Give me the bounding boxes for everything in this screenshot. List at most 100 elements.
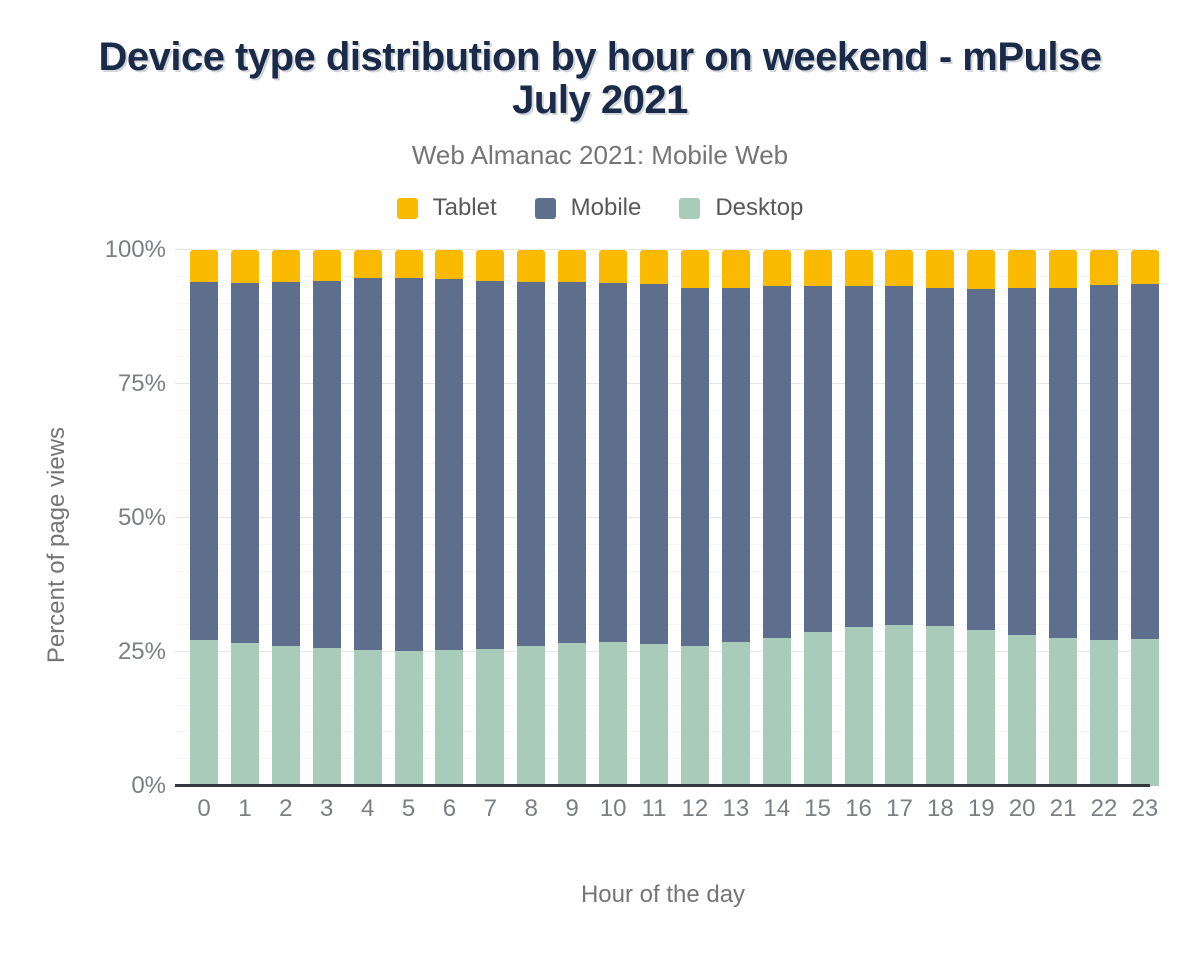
bar-segment-desktop-hour-13[interactable] — [721, 641, 750, 786]
bar-segment-desktop-hour-2[interactable] — [271, 645, 300, 786]
chart-title: Device type distribution by hour on week… — [98, 35, 1102, 123]
x-tick-label-7: 7 — [483, 795, 498, 822]
bar-segment-tablet-hour-8[interactable] — [517, 250, 546, 282]
bar-segment-tablet-hour-16[interactable] — [844, 250, 873, 286]
x-tick-label-21: 21 — [1049, 795, 1077, 822]
bar-segment-desktop-hour-20[interactable] — [1008, 635, 1037, 786]
bar-segment-tablet-hour-11[interactable] — [640, 250, 668, 285]
bar-hour-4 — [353, 250, 382, 786]
bar-segment-mobile-hour-1[interactable] — [230, 283, 259, 643]
y-axis-title: Percent of page views — [43, 426, 70, 664]
bar-segment-tablet-hour-13[interactable] — [721, 250, 750, 288]
bar-segment-tablet-hour-21[interactable] — [1049, 250, 1078, 288]
bar-segment-tablet-hour-5[interactable] — [394, 250, 423, 278]
bar-segment-tablet-hour-1[interactable] — [230, 250, 259, 284]
bar-segment-mobile-hour-13[interactable] — [721, 287, 750, 642]
bar-segment-tablet-hour-7[interactable] — [476, 250, 505, 282]
bar-segment-desktop-hour-4[interactable] — [353, 650, 382, 786]
bar-segment-mobile-hour-12[interactable] — [680, 287, 709, 646]
bar-segment-tablet-hour-18[interactable] — [926, 250, 955, 288]
y-tick-label-25: 25% — [117, 638, 166, 665]
bar-segment-desktop-hour-23[interactable] — [1130, 638, 1159, 786]
bar-segment-mobile-hour-9[interactable] — [558, 282, 587, 643]
y-tick-label-75: 75% — [117, 370, 166, 397]
x-tick-label-6: 6 — [442, 795, 457, 822]
legend-item-desktop[interactable]: Desktop — [679, 194, 803, 222]
x-tick-label-4: 4 — [360, 795, 375, 822]
bar-segment-tablet-hour-14[interactable] — [762, 250, 791, 287]
bar-segment-mobile-hour-23[interactable] — [1130, 283, 1159, 639]
bar-segment-desktop-hour-19[interactable] — [967, 630, 996, 786]
bar-segment-mobile-hour-17[interactable] — [885, 286, 914, 626]
bar-segment-mobile-hour-10[interactable] — [599, 283, 628, 642]
bar-segment-desktop-hour-3[interactable] — [312, 648, 341, 786]
x-tick-label-3: 3 — [320, 795, 334, 822]
bar-hour-8 — [517, 250, 546, 786]
bar-segment-tablet-hour-12[interactable] — [680, 250, 709, 288]
bar-hour-20 — [1008, 250, 1037, 786]
bar-segment-mobile-hour-2[interactable] — [271, 282, 300, 646]
bar-segment-mobile-hour-20[interactable] — [1008, 288, 1037, 636]
bar-segment-mobile-hour-6[interactable] — [435, 279, 464, 651]
bar-segment-desktop-hour-22[interactable] — [1090, 639, 1119, 786]
mobile-swatch-icon — [534, 197, 556, 219]
bar-segment-desktop-hour-11[interactable] — [640, 643, 668, 786]
bar-segment-mobile-hour-8[interactable] — [517, 281, 546, 647]
bar-hour-15 — [803, 250, 832, 786]
bar-segment-desktop-hour-0[interactable] — [190, 639, 218, 786]
bar-segment-desktop-hour-5[interactable] — [394, 651, 423, 786]
bar-segment-desktop-hour-15[interactable] — [803, 632, 832, 786]
bar-segment-desktop-hour-21[interactable] — [1049, 637, 1078, 786]
bar-segment-tablet-hour-23[interactable] — [1130, 250, 1159, 284]
bar-segment-mobile-hour-19[interactable] — [967, 288, 996, 630]
bar-segment-desktop-hour-17[interactable] — [885, 625, 914, 786]
bar-segment-tablet-hour-3[interactable] — [312, 250, 341, 281]
bar-segment-mobile-hour-14[interactable] — [762, 286, 791, 639]
x-tick-label-8: 8 — [524, 795, 538, 822]
bar-segment-tablet-hour-9[interactable] — [558, 250, 587, 283]
bar-segment-mobile-hour-15[interactable] — [803, 285, 832, 633]
bar-segment-mobile-hour-11[interactable] — [640, 284, 668, 644]
bar-segment-tablet-hour-2[interactable] — [271, 250, 300, 283]
bar-segment-mobile-hour-16[interactable] — [844, 285, 873, 627]
bar-segment-mobile-hour-7[interactable] — [476, 281, 505, 649]
bar-segment-desktop-hour-6[interactable] — [435, 650, 464, 786]
bar-segment-desktop-hour-16[interactable] — [844, 626, 873, 786]
bar-segment-mobile-hour-5[interactable] — [394, 277, 423, 652]
legend-item-mobile[interactable]: Mobile — [534, 194, 641, 222]
x-tick-label-20: 20 — [1008, 795, 1036, 822]
bar-hour-17 — [885, 250, 914, 786]
legend-item-tablet[interactable]: Tablet — [396, 194, 497, 222]
bar-segment-tablet-hour-0[interactable] — [190, 250, 218, 282]
bar-segment-mobile-hour-3[interactable] — [312, 280, 341, 649]
bar-segment-desktop-hour-14[interactable] — [762, 638, 791, 786]
bar-segment-tablet-hour-20[interactable] — [1008, 250, 1037, 289]
x-tick-label-11: 11 — [641, 795, 667, 822]
x-tick-label-13: 13 — [722, 795, 750, 822]
bar-segment-mobile-hour-22[interactable] — [1090, 285, 1119, 640]
bar-segment-desktop-hour-18[interactable] — [926, 625, 955, 786]
bar-segment-tablet-hour-15[interactable] — [803, 250, 832, 286]
bar-segment-tablet-hour-22[interactable] — [1090, 250, 1119, 286]
bar-hour-19 — [967, 250, 996, 786]
bar-segment-desktop-hour-8[interactable] — [517, 646, 546, 786]
bar-segment-desktop-hour-10[interactable] — [599, 641, 628, 786]
bar-segment-mobile-hour-4[interactable] — [353, 278, 382, 651]
x-tick-label-16: 16 — [845, 795, 872, 822]
bar-segment-tablet-hour-6[interactable] — [435, 250, 464, 280]
bar-hour-6 — [435, 250, 464, 786]
bar-segment-mobile-hour-18[interactable] — [926, 287, 955, 626]
bar-segment-mobile-hour-21[interactable] — [1049, 287, 1078, 638]
bar-segment-desktop-hour-12[interactable] — [680, 645, 709, 786]
bar-hour-1 — [230, 250, 259, 786]
bar-segment-tablet-hour-10[interactable] — [599, 250, 628, 284]
bar-segment-mobile-hour-0[interactable] — [190, 281, 218, 640]
bar-segment-desktop-hour-9[interactable] — [558, 642, 587, 786]
bar-segment-tablet-hour-19[interactable] — [967, 250, 996, 289]
bar-segment-tablet-hour-4[interactable] — [353, 250, 382, 279]
bar-segment-desktop-hour-7[interactable] — [476, 648, 505, 786]
bar-segment-desktop-hour-1[interactable] — [230, 642, 259, 786]
bar-segment-tablet-hour-17[interactable] — [885, 250, 914, 287]
bar-hour-18 — [926, 250, 955, 786]
gridline-major — [175, 249, 1150, 250]
